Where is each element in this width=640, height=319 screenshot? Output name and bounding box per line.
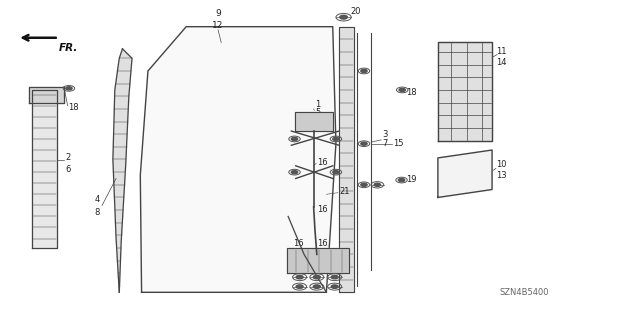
Text: 16: 16: [317, 239, 328, 248]
Polygon shape: [113, 49, 132, 292]
Text: 10: 10: [496, 160, 506, 169]
Polygon shape: [32, 90, 58, 248]
Text: 18: 18: [68, 103, 79, 113]
Text: 7: 7: [383, 139, 388, 148]
Circle shape: [333, 137, 339, 140]
Circle shape: [399, 179, 404, 182]
Polygon shape: [287, 248, 349, 273]
Text: 9: 9: [215, 9, 221, 18]
Circle shape: [361, 142, 367, 145]
Circle shape: [374, 183, 381, 186]
Text: 5: 5: [316, 108, 321, 117]
Text: 16: 16: [317, 158, 328, 167]
Circle shape: [331, 285, 338, 288]
Polygon shape: [29, 87, 64, 103]
Polygon shape: [438, 42, 492, 141]
Text: 21: 21: [339, 187, 349, 196]
Text: 12: 12: [212, 21, 224, 30]
Text: 1: 1: [316, 100, 321, 109]
Text: FR.: FR.: [59, 43, 78, 54]
Circle shape: [291, 171, 298, 174]
Polygon shape: [438, 150, 492, 197]
Circle shape: [296, 285, 303, 288]
Circle shape: [296, 275, 303, 279]
Circle shape: [333, 171, 339, 174]
Text: 16: 16: [292, 239, 303, 248]
Circle shape: [331, 275, 338, 279]
Circle shape: [314, 285, 320, 288]
Text: 15: 15: [394, 139, 404, 148]
Text: 17: 17: [316, 118, 326, 127]
Text: 8: 8: [95, 208, 100, 217]
Polygon shape: [140, 27, 336, 292]
Text: 18: 18: [406, 88, 417, 97]
Text: 2: 2: [65, 152, 70, 161]
Text: 6: 6: [65, 165, 70, 174]
Text: 14: 14: [496, 58, 506, 67]
Text: 3: 3: [383, 130, 388, 139]
Polygon shape: [339, 27, 354, 292]
Text: 16: 16: [317, 205, 328, 214]
Text: 19: 19: [406, 175, 417, 184]
Circle shape: [66, 87, 72, 90]
Polygon shape: [294, 112, 333, 131]
Text: 4: 4: [95, 195, 100, 204]
Circle shape: [291, 137, 298, 140]
Text: SZN4B5400: SZN4B5400: [500, 288, 549, 297]
Circle shape: [361, 70, 367, 72]
Circle shape: [340, 15, 348, 19]
Text: 13: 13: [496, 172, 506, 181]
Circle shape: [361, 183, 367, 186]
Text: 20: 20: [351, 7, 361, 16]
Text: 11: 11: [496, 47, 506, 56]
Circle shape: [314, 275, 320, 279]
Circle shape: [399, 88, 405, 92]
